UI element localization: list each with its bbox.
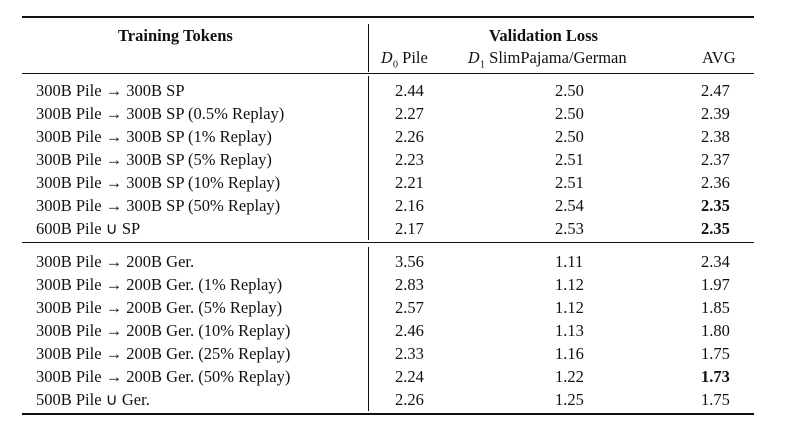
d0-pile-loss: 2.44 — [395, 81, 424, 100]
d0-pile-loss: 2.33 — [395, 344, 424, 363]
group2-vertical-rule — [368, 247, 369, 411]
row-label: 300B Pile → 300B SP (5% Replay) — [36, 150, 272, 169]
avg-loss: 1.75 — [701, 344, 730, 363]
avg-loss: 1.97 — [701, 275, 730, 294]
d0-pile-loss: 2.26 — [395, 127, 424, 146]
row-label: 300B Pile → 200B Ger. (10% Replay) — [36, 321, 291, 340]
row-label: 300B Pile → 300B SP — [36, 81, 185, 100]
d1-loss: 2.51 — [555, 173, 584, 192]
row-label: 300B Pile → 200B Ger. (25% Replay) — [36, 344, 291, 363]
avg-loss: 2.38 — [701, 127, 730, 146]
d1-loss: 1.11 — [555, 252, 584, 271]
d0-pile-loss: 2.46 — [395, 321, 424, 340]
d1-loss: 2.50 — [555, 127, 584, 146]
bottom-rule — [22, 413, 754, 415]
avg-loss: 2.39 — [701, 104, 730, 123]
d0-pile-loss: 2.26 — [395, 390, 424, 409]
header-training-tokens: Training Tokens — [118, 26, 233, 45]
d0-pile-loss: 2.17 — [395, 219, 424, 238]
header-rule — [22, 73, 754, 74]
d1-loss: 1.25 — [555, 390, 584, 409]
avg-loss: 2.34 — [701, 252, 730, 271]
top-rule — [22, 16, 754, 18]
d0-pile-loss: 2.21 — [395, 173, 424, 192]
avg-loss: 1.75 — [701, 390, 730, 409]
d1-loss: 2.53 — [555, 219, 584, 238]
avg-loss: 2.37 — [701, 150, 730, 169]
d0-pile-loss: 2.24 — [395, 367, 424, 386]
row-label: 300B Pile → 300B SP (0.5% Replay) — [36, 104, 285, 123]
group-separator-rule — [22, 242, 754, 243]
header-col-d1: D1 SlimPajama/German — [468, 48, 627, 71]
row-label: 500B Pile ∪ Ger. — [36, 390, 150, 409]
avg-loss: 2.35 — [701, 196, 730, 215]
row-label: 300B Pile → 200B Ger. (1% Replay) — [36, 275, 283, 294]
d1-loss: 1.12 — [555, 298, 584, 317]
row-label: 300B Pile → 300B SP (1% Replay) — [36, 127, 272, 146]
header-col-avg: AVG — [702, 48, 736, 67]
row-label: 300B Pile → 200B Ger. (5% Replay) — [36, 298, 283, 317]
d1-loss: 1.13 — [555, 321, 584, 340]
header-validation-loss: Validation Loss — [489, 26, 598, 45]
d0-pile-loss: 2.16 — [395, 196, 424, 215]
d0-pile-loss: 3.56 — [395, 252, 424, 271]
avg-loss: 2.36 — [701, 173, 730, 192]
d1-loss: 1.16 — [555, 344, 584, 363]
d0-pile-loss: 2.83 — [395, 275, 424, 294]
d1-loss: 2.50 — [555, 81, 584, 100]
group1-vertical-rule — [368, 76, 369, 240]
row-label: 300B Pile → 200B Ger. — [36, 252, 195, 271]
row-label: 300B Pile → 200B Ger. (50% Replay) — [36, 367, 291, 386]
d1-loss: 2.51 — [555, 150, 584, 169]
row-label: 300B Pile → 300B SP (50% Replay) — [36, 196, 281, 215]
header-vertical-rule — [368, 24, 369, 72]
d1-loss: 2.54 — [555, 196, 584, 215]
header-col-d0: D0 Pile — [381, 48, 428, 71]
d1-loss: 2.50 — [555, 104, 584, 123]
avg-loss: 2.35 — [701, 219, 730, 238]
avg-loss: 1.73 — [701, 367, 730, 386]
avg-loss: 2.47 — [701, 81, 730, 100]
avg-loss: 1.85 — [701, 298, 730, 317]
d1-loss: 1.22 — [555, 367, 584, 386]
d0-pile-loss: 2.57 — [395, 298, 424, 317]
d0-pile-loss: 2.27 — [395, 104, 424, 123]
avg-loss: 1.80 — [701, 321, 730, 340]
row-label: 300B Pile → 300B SP (10% Replay) — [36, 173, 281, 192]
d0-pile-loss: 2.23 — [395, 150, 424, 169]
d1-loss: 1.12 — [555, 275, 584, 294]
row-label: 600B Pile ∪ SP — [36, 219, 141, 238]
